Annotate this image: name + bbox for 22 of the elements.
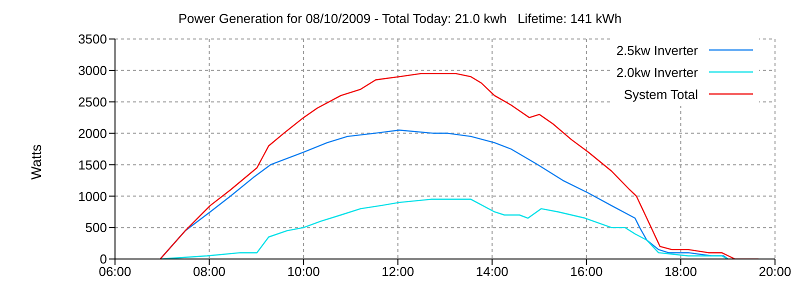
- y-tick-label: 500: [85, 220, 107, 236]
- x-tick-label: 14:00: [476, 264, 508, 280]
- x-tick-label: 06:00: [98, 264, 132, 280]
- y-tick-label: 3500: [78, 32, 107, 47]
- x-tick-label: 16:00: [570, 264, 603, 280]
- y-tick-label: 2500: [78, 94, 107, 110]
- x-tick-label: 08:00: [193, 264, 226, 280]
- legend-label: 2.0kw Inverter: [616, 64, 698, 80]
- legend-label: 2.5kw Inverter: [616, 42, 698, 58]
- y-tick-label: 1500: [78, 157, 107, 172]
- x-tick-label: 18:00: [664, 264, 697, 280]
- x-tick-label: 20:00: [758, 264, 792, 280]
- y-axis-title: Watts: [28, 144, 44, 180]
- chart-title: Power Generation for 08/10/2009 - Total Today: 21.0 kwh Lifetime: 141 kWh: [177, 11, 623, 26]
- line-series: [160, 198, 728, 259]
- y-tick-label: 1000: [78, 188, 107, 204]
- x-tick-label: 12:00: [382, 264, 414, 280]
- legend-label: System Total: [624, 86, 698, 102]
- y-tick-label: 0: [100, 252, 107, 267]
- y-tick-label: 3000: [78, 63, 107, 78]
- x-tick-label: 10:00: [287, 264, 320, 280]
- y-tick-label: 2000: [78, 126, 107, 141]
